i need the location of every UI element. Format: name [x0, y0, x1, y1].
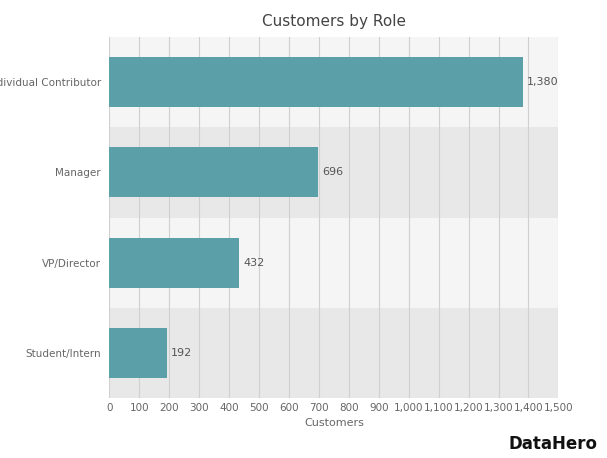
- Bar: [109, 218, 558, 308]
- Bar: [109, 238, 239, 288]
- Bar: [109, 147, 317, 197]
- Bar: [109, 57, 523, 107]
- Bar: [109, 308, 558, 398]
- Bar: [109, 328, 167, 378]
- Text: 192: 192: [171, 348, 192, 358]
- Title: Customers by Role: Customers by Role: [262, 14, 406, 28]
- Text: 696: 696: [322, 167, 344, 177]
- X-axis label: Customers: Customers: [304, 418, 364, 428]
- Text: 432: 432: [243, 258, 265, 268]
- Bar: [109, 37, 558, 127]
- Text: DataHero: DataHero: [509, 436, 598, 453]
- Bar: [109, 127, 558, 218]
- Text: 1,380: 1,380: [527, 77, 558, 87]
